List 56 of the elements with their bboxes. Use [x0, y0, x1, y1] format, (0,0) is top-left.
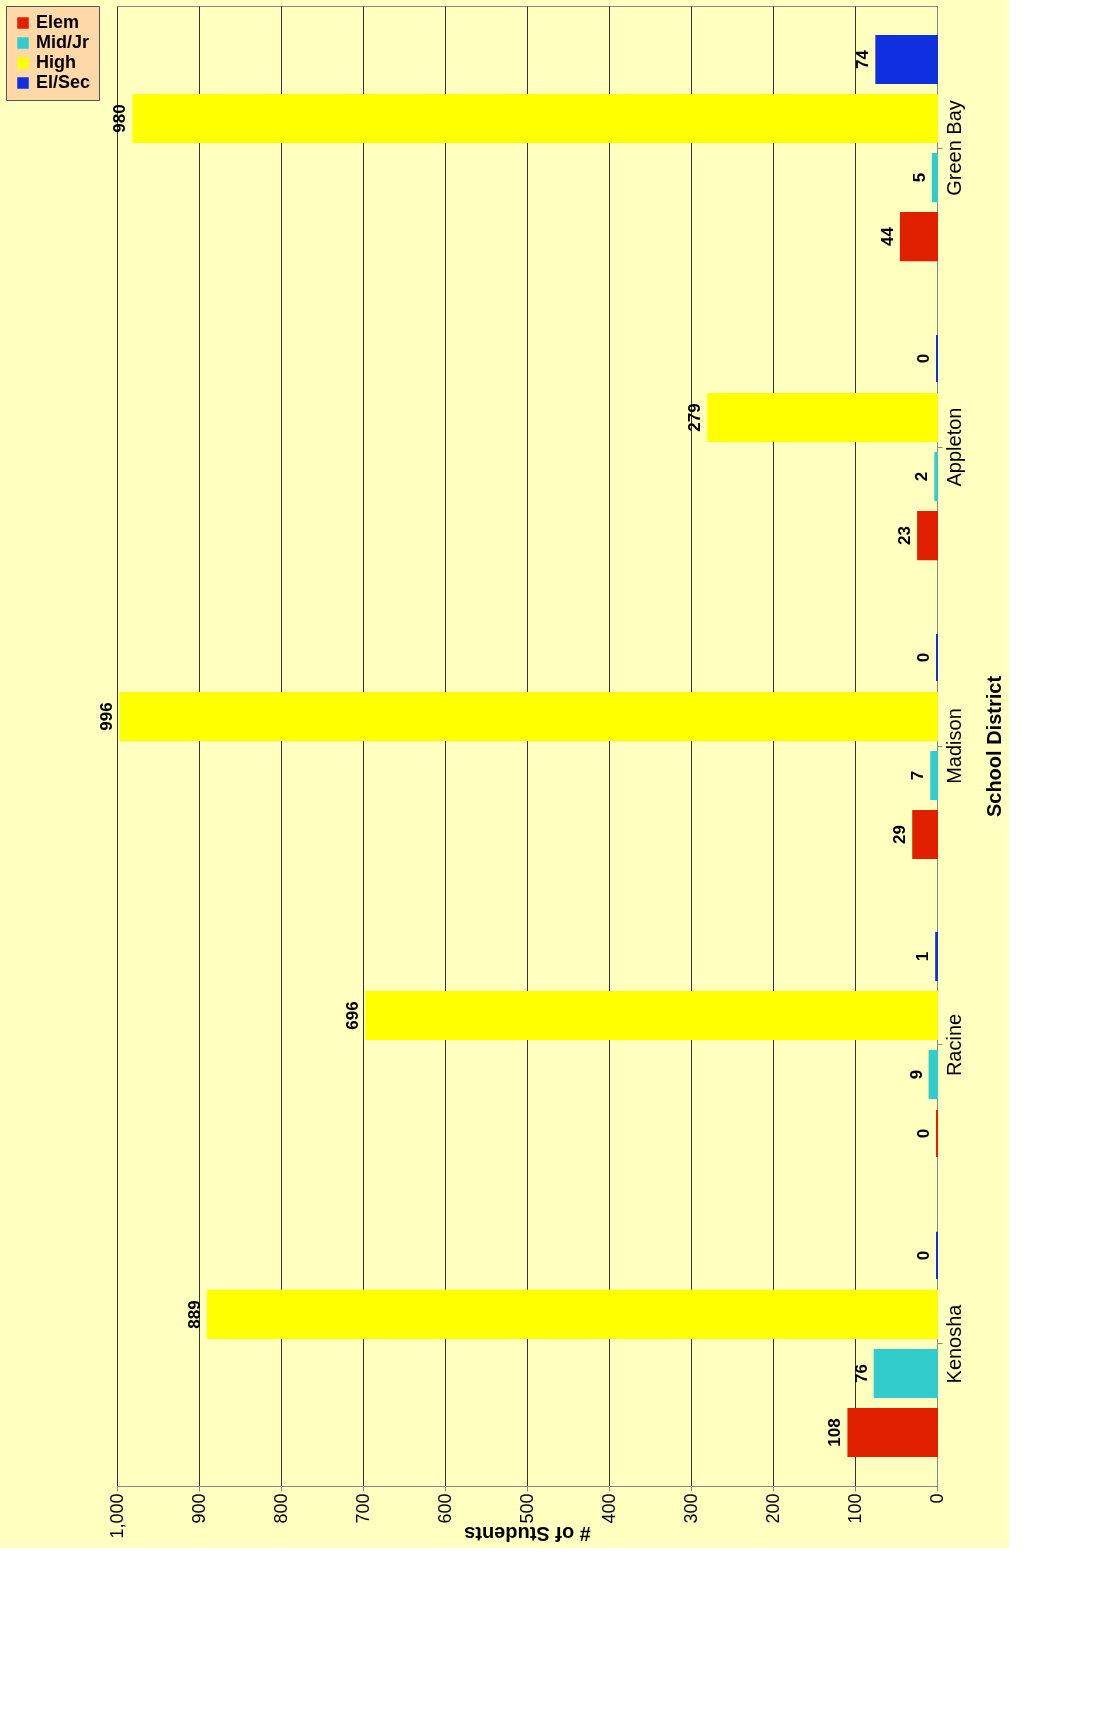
bar [707, 392, 938, 443]
data-label: 5 [909, 172, 929, 183]
bar [132, 93, 938, 144]
data-label: 996 [97, 702, 117, 731]
bar [847, 1407, 938, 1458]
data-label: 279 [685, 403, 705, 432]
x-tick-label: 0 [926, 1493, 947, 1504]
data-label: 0 [914, 1128, 933, 1139]
x-tick-label: 400 [598, 1493, 619, 1524]
bar [207, 1289, 938, 1340]
data-label: 0 [914, 353, 933, 364]
legend-label: El/Sec [36, 72, 91, 92]
data-label: 9 [906, 1069, 926, 1080]
bar [873, 1348, 938, 1399]
legend-label: High [36, 52, 76, 72]
x-tick-label: 500 [516, 1493, 537, 1524]
data-label: 2 [912, 471, 932, 482]
data-label: 44 [877, 226, 897, 246]
legend-label: Elem [36, 12, 80, 32]
x-tick-label: 200 [762, 1493, 783, 1524]
legend-label: Mid/Jr [36, 32, 90, 52]
x-tick-label: 700 [352, 1493, 373, 1524]
data-label: 76 [851, 1364, 871, 1383]
x-tick-label: 600 [434, 1493, 455, 1524]
bar [365, 990, 938, 1041]
bar [912, 809, 938, 860]
y-tick-label: Appleton [942, 407, 965, 487]
bar [119, 691, 938, 742]
data-label: 889 [185, 1300, 205, 1329]
bar [930, 750, 938, 801]
data-label: 1 [913, 951, 933, 962]
y-tick-label: Kenosha [942, 1303, 965, 1384]
x-axis-title: # of Students [464, 1522, 591, 1545]
bar [875, 34, 938, 85]
data-label: 7 [908, 770, 928, 781]
x-tick-label: 100 [844, 1493, 865, 1524]
data-label: 29 [890, 825, 910, 844]
bar [917, 510, 938, 561]
data-label: 696 [343, 1001, 363, 1030]
data-label: 0 [914, 1250, 933, 1261]
y-tick-label: Madison [942, 708, 965, 784]
bar [899, 211, 938, 262]
x-tick-label: 1,000 [106, 1493, 127, 1539]
data-label: 0 [914, 652, 933, 663]
y-tick-label: Green Bay [942, 100, 965, 196]
bar [931, 152, 938, 203]
bar [928, 1049, 938, 1100]
data-label: 74 [853, 49, 873, 69]
data-label: 108 [825, 1418, 845, 1447]
data-label: 980 [110, 104, 130, 133]
data-label: 23 [895, 526, 915, 545]
x-tick-label: 300 [680, 1493, 701, 1524]
x-tick-label: 800 [270, 1493, 291, 1524]
y-tick-label: Racine [942, 1013, 965, 1077]
x-tick-label: 900 [188, 1493, 209, 1524]
y-axis-title: School District [982, 675, 1005, 818]
